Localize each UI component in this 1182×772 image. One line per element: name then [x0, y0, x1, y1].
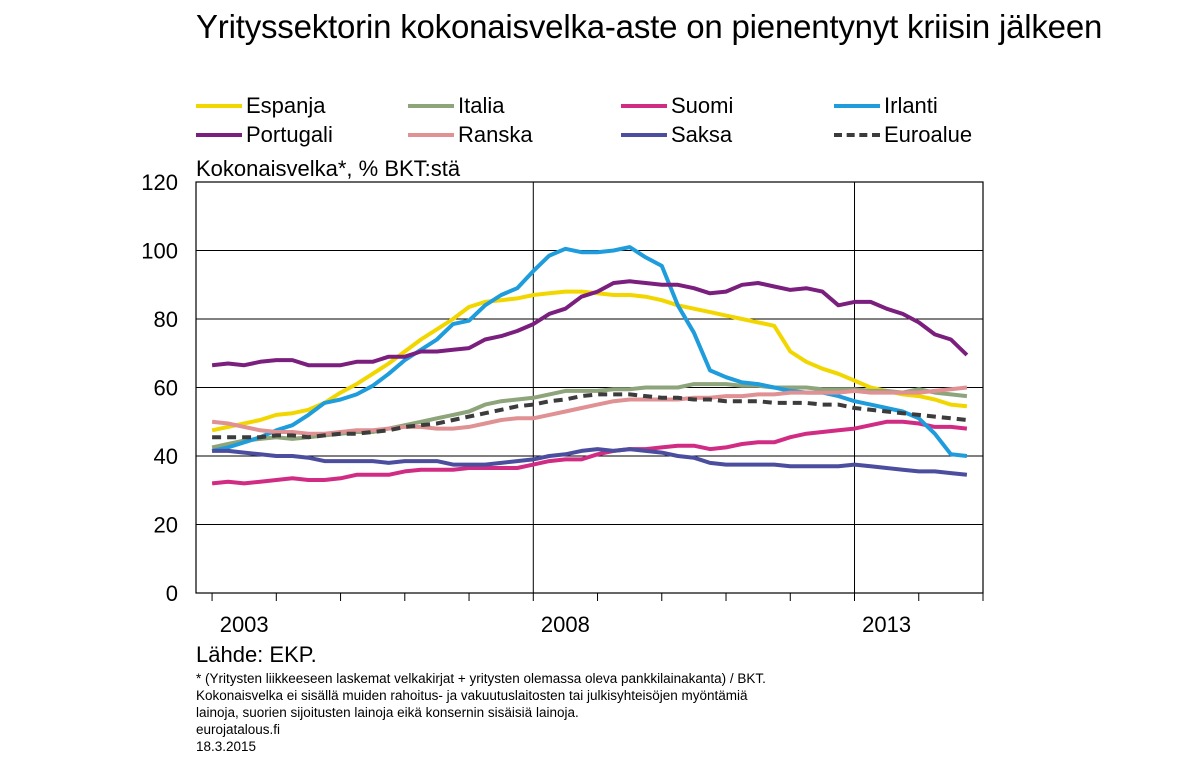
legend-label: Saksa — [671, 122, 733, 147]
y-tick-label: 40 — [154, 444, 178, 469]
legend-label: Irlanti — [884, 93, 938, 118]
x-tick-label: 2003 — [220, 612, 269, 637]
legend-label: Espanja — [246, 93, 326, 118]
legend-swatch — [834, 133, 880, 137]
legend-item: Ranska — [408, 121, 533, 149]
footnote-line: lainoja, suorien sijoitusten lainoja eik… — [196, 705, 579, 720]
legend-item: Saksa — [621, 121, 732, 149]
y-tick-label: 120 — [141, 170, 178, 195]
series-line-irlanti — [211, 245, 968, 458]
series-line-portugali — [211, 279, 969, 368]
legend-label: Portugali — [246, 122, 333, 147]
y-tick-label: 100 — [141, 239, 178, 264]
legend-item: Suomi — [621, 92, 733, 120]
x-tick-label: 2008 — [541, 612, 590, 637]
y-tick-label: 0 — [166, 581, 178, 606]
legend-label: Italia — [458, 93, 505, 118]
legend-item: Espanja — [196, 92, 326, 120]
legend-swatch — [621, 104, 667, 108]
x-tick-label: 2013 — [862, 612, 911, 637]
y-tick-label: 20 — [154, 513, 178, 538]
legend-swatch — [834, 104, 880, 108]
legend-label: Euroalue — [884, 122, 973, 147]
footnote-line: * (Yritysten liikkeeseen laskemat velkak… — [196, 671, 766, 686]
footnote: * (Yritysten liikkeeseen laskemat velkak… — [196, 670, 916, 755]
legend-swatch — [621, 133, 667, 137]
series-line-saksa — [212, 447, 968, 477]
y-tick-label: 60 — [154, 376, 178, 401]
legend-item: Portugali — [196, 121, 333, 149]
legend: Espanja Italia Suomi Irlanti Portugali Ranska… — [196, 92, 1156, 152]
website-url: eurojatalous.fi — [196, 722, 281, 737]
publication-date: 18.3.2015 — [196, 739, 257, 754]
legend-label: Suomi — [671, 93, 734, 118]
legend-item: Irlanti — [834, 92, 938, 120]
legend-item: Italia — [408, 92, 504, 120]
y-axis-label: Kokonaisvelka*, % BKT:stä — [196, 156, 461, 181]
series-line-euroalue — [212, 392, 968, 440]
series-line-suomi — [211, 419, 968, 486]
y-tick-label: 80 — [154, 307, 178, 332]
chart-title: Yrityssektorin kokonaisvelka-aste on pie… — [196, 8, 1103, 45]
legend-item: Euroalue — [834, 121, 972, 149]
legend-swatch — [408, 133, 454, 137]
source-note: Lähde: EKP. — [196, 642, 317, 667]
legend-swatch — [408, 104, 454, 108]
plot-frame — [195, 181, 984, 594]
legend-swatch — [196, 104, 242, 108]
legend-swatch — [196, 133, 242, 137]
footnote-line: Kokonaisvelka ei sisällä muiden rahoitus… — [196, 688, 748, 703]
legend-label: Ranska — [458, 122, 533, 147]
